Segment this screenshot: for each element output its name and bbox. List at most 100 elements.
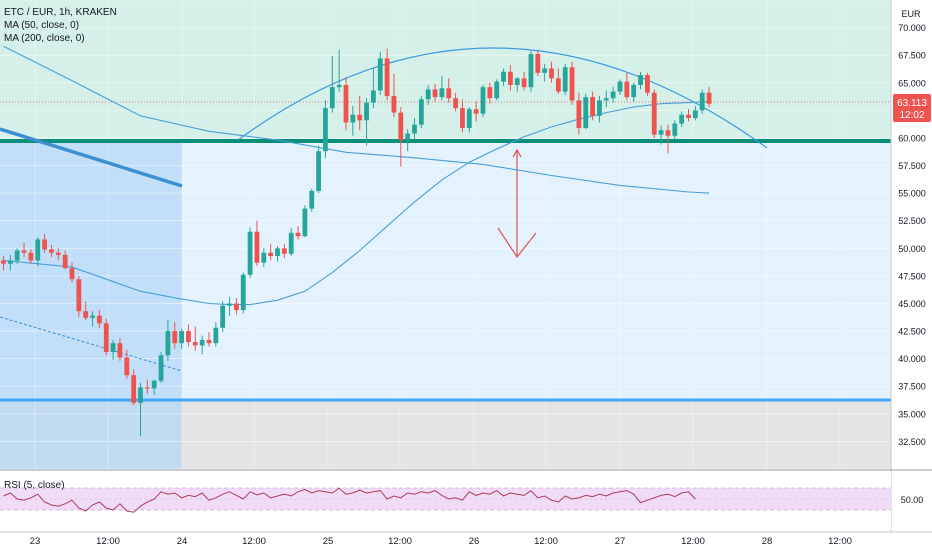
symbol-title[interactable]: ETC / EUR, 1h, KRAKEN (4, 7, 117, 18)
last-price-value: 63.113 (897, 98, 927, 109)
time-tick-label: 12:00 (681, 536, 705, 547)
candle (138, 382, 143, 436)
candle (466, 107, 472, 133)
candle (473, 101, 479, 122)
candle (658, 125, 664, 145)
candle (555, 68, 561, 94)
candle (144, 379, 150, 394)
candle (21, 242, 27, 258)
ma200-line (3, 45, 710, 194)
candlesticks (1, 48, 712, 436)
candle (275, 246, 280, 262)
candle (165, 320, 171, 361)
time-tick-label: 28 (762, 536, 773, 547)
candle (295, 226, 301, 240)
candle (199, 335, 205, 355)
candle (316, 145, 321, 194)
time-tick-label: 25 (323, 536, 334, 547)
rsi-path (3, 487, 696, 513)
candle (1, 256, 6, 271)
price-tick-label: 65.000 (898, 78, 926, 88)
candle (268, 243, 274, 261)
time-tick-label: 12:00 (242, 536, 266, 547)
candle (583, 93, 589, 130)
projection-arrow[interactable] (497, 148, 537, 259)
candle (480, 84, 486, 117)
candle (240, 272, 246, 314)
candle (151, 379, 157, 396)
grid (0, 0, 891, 470)
ma50-line (3, 100, 710, 306)
price-tick-label: 67.500 (898, 51, 926, 61)
rsi-line (3, 487, 696, 513)
candle (576, 92, 582, 135)
candle (302, 205, 308, 238)
price-tick-label: 45.000 (898, 299, 926, 309)
candle (631, 82, 637, 102)
trend-line-lower[interactable] (0, 316, 183, 372)
candle (569, 61, 575, 105)
price-axis[interactable] (891, 0, 932, 469)
ma200-legend[interactable]: MA (200, close, 0) (4, 33, 85, 44)
candle (158, 352, 164, 383)
candle (76, 275, 82, 317)
candle (14, 248, 20, 264)
date-range-highlight (0, 141, 182, 469)
candle (254, 220, 260, 266)
candle (508, 65, 513, 91)
candle (7, 254, 13, 271)
price-tick-label: 55.000 (898, 189, 926, 199)
candle (234, 297, 239, 315)
candle (323, 100, 328, 158)
candle (597, 96, 602, 123)
candle (192, 326, 198, 351)
candle (535, 49, 541, 77)
last-price-label: 63.113 12:02 (893, 94, 931, 122)
candle (384, 48, 390, 101)
ma50-legend[interactable]: MA (50, close, 0) (4, 20, 80, 31)
rsi-level-label: 50.00 (901, 495, 924, 505)
time-tick-label: 12:00 (534, 536, 558, 547)
candle (371, 68, 376, 109)
candle (172, 322, 178, 349)
candle (494, 79, 500, 101)
price-tick-label: 60.000 (898, 133, 926, 143)
candle (692, 105, 698, 121)
candle (62, 250, 68, 270)
candle (49, 244, 54, 258)
candle (549, 61, 554, 83)
time-tick-label: 23 (30, 536, 41, 547)
candle (42, 233, 47, 253)
candle (439, 76, 445, 101)
candle (418, 96, 424, 129)
candle (391, 73, 397, 117)
price-tick-label: 42.500 (898, 327, 926, 337)
candle (590, 91, 595, 121)
candle (343, 77, 349, 131)
price-tick-label: 40.000 (898, 354, 926, 364)
candle (603, 90, 609, 108)
trend-line-upper[interactable] (0, 127, 183, 188)
resistance-zone (0, 0, 891, 141)
candle (97, 310, 102, 328)
candle (432, 83, 438, 102)
time-tick-label: 12:00 (96, 536, 120, 547)
candle (350, 105, 356, 136)
candle (309, 188, 315, 212)
candle (699, 89, 705, 114)
price-tick-label: 37.500 (898, 382, 926, 392)
time-axis[interactable]: 23 12:00 24 12:00 25 12:00 26 12:00 27 12:00 28 12:… (30, 536, 852, 547)
candle (542, 64, 548, 82)
arc-drawing[interactable] (237, 47, 768, 149)
candle (220, 301, 226, 333)
time-tick-label: 12:00 (828, 536, 852, 547)
candle (35, 237, 41, 266)
rsi-legend[interactable]: RSI (5, close) (4, 480, 65, 491)
candle (227, 296, 232, 316)
candle (288, 228, 294, 257)
candle (453, 92, 458, 112)
candle (329, 56, 335, 113)
candle (357, 96, 363, 131)
candle (364, 98, 369, 146)
